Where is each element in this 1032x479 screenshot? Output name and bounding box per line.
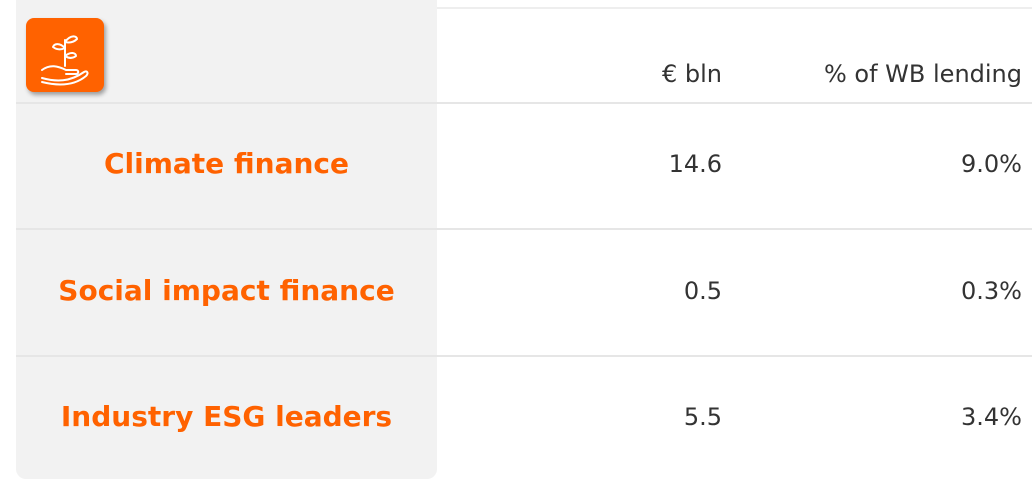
cell-value: 0.5 bbox=[683, 277, 722, 305]
column-header: % of WB lending bbox=[823, 60, 1022, 88]
column-header: € bln bbox=[661, 60, 722, 88]
row-label: Industry ESG leaders bbox=[60, 400, 393, 433]
cell-value: 0.3% bbox=[961, 277, 1022, 305]
row-rule bbox=[16, 228, 1032, 230]
row-label: Climate finance bbox=[103, 147, 350, 180]
row-rule bbox=[16, 355, 1032, 357]
top-rule bbox=[437, 7, 1032, 9]
row-label: Social impact finance bbox=[58, 274, 395, 307]
cell-value: 14.6 bbox=[668, 150, 722, 178]
row-rule bbox=[16, 102, 1032, 104]
icon-graphic bbox=[41, 35, 89, 86]
cell-value: 5.5 bbox=[683, 403, 722, 431]
plant-icon bbox=[26, 18, 104, 92]
cell-value: 9.0% bbox=[961, 150, 1022, 178]
cell-value: 3.4% bbox=[961, 403, 1022, 431]
